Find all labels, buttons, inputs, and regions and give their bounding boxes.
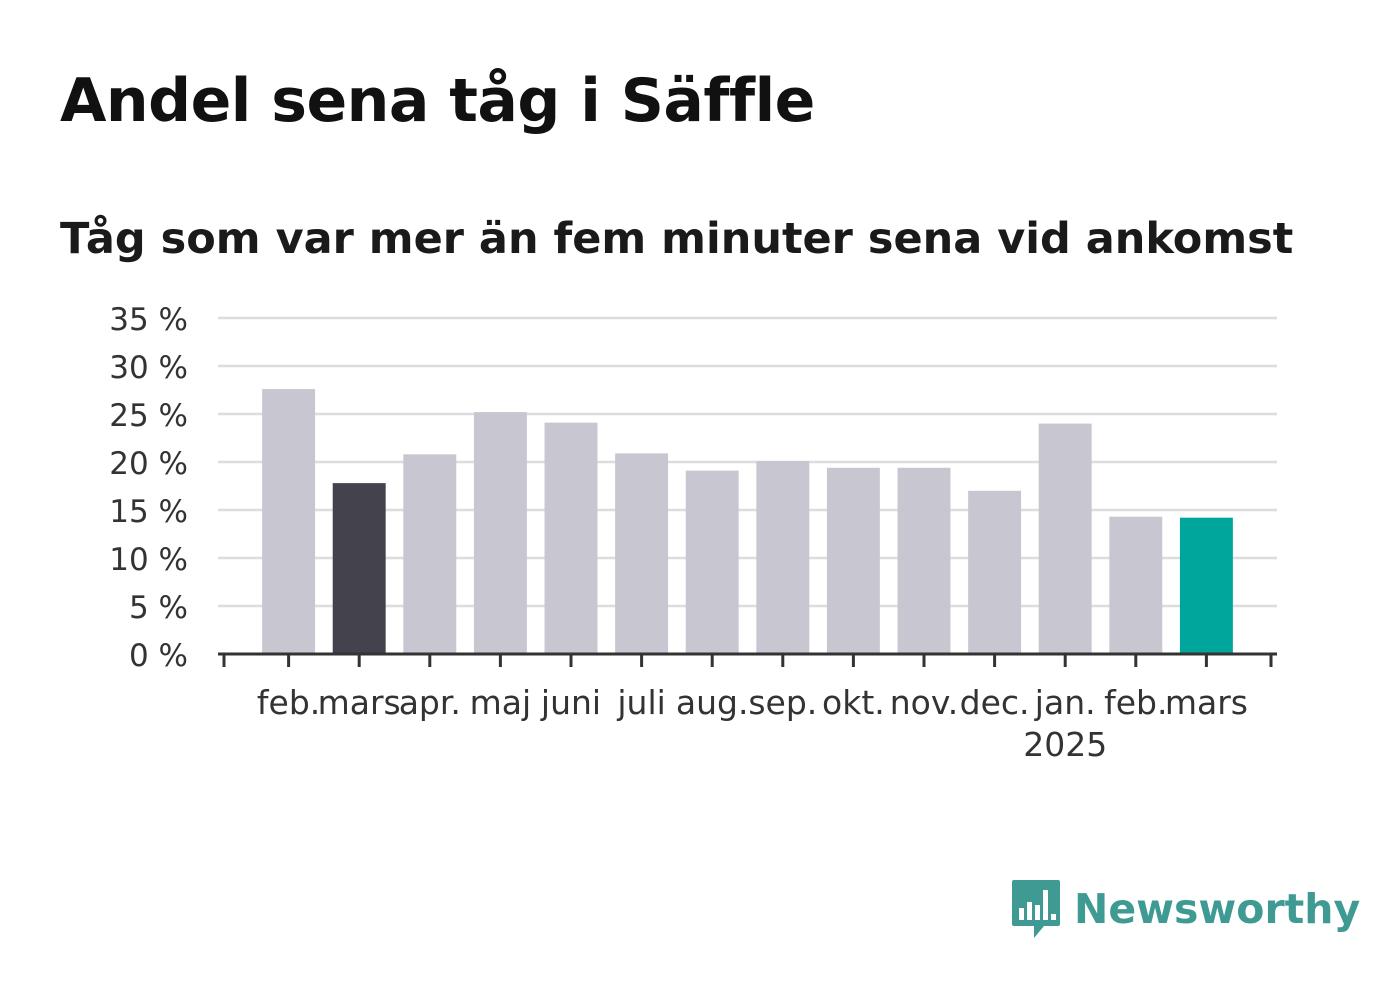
newsworthy-logo: Newsworthy xyxy=(1010,878,1360,940)
y-tick-label: 20 % xyxy=(109,446,188,482)
bar-0 xyxy=(262,389,316,654)
bar-3 xyxy=(473,412,527,654)
x-tick-label: juni xyxy=(540,683,601,722)
y-tick-label: 30 % xyxy=(109,350,188,386)
bar-12 xyxy=(1109,516,1163,654)
y-tick-label: 25 % xyxy=(109,398,188,434)
x-tick-label: maj xyxy=(470,683,532,722)
x-axis xyxy=(218,652,1277,667)
bar-7 xyxy=(756,461,810,654)
chart-title: Andel sena tåg i Säffle xyxy=(60,66,815,136)
x-tick-label: mars xyxy=(1165,683,1248,722)
x-tick-label: nov. xyxy=(890,683,959,722)
bar-4 xyxy=(544,422,598,654)
grid-lines xyxy=(218,316,1277,608)
x-tick-label: feb. xyxy=(257,683,320,722)
x-tick-label: juli xyxy=(616,683,665,722)
brand-name: Newsworthy xyxy=(1074,885,1361,933)
y-tick-label: 0 % xyxy=(129,638,188,674)
bar-9 xyxy=(897,467,951,654)
bar-chart-speech-bubble-icon xyxy=(1012,880,1060,938)
x-tick-label: dec. xyxy=(960,683,1030,722)
bar-1 xyxy=(332,483,386,654)
y-tick-label: 35 % xyxy=(109,302,188,338)
bar-11 xyxy=(1038,423,1092,654)
bar-2 xyxy=(403,454,457,654)
y-tick-label: 10 % xyxy=(109,542,188,578)
bar-6 xyxy=(685,470,739,654)
y-axis-tick-labels: 0 % 5 % 10 % 15 % 20 % 25 % 30 % 35 % xyxy=(109,302,188,674)
bar-5 xyxy=(615,453,669,654)
x-tick-label: mars xyxy=(318,683,401,722)
bar-10 xyxy=(968,490,1022,654)
bars xyxy=(262,389,1233,654)
x-year-label: 2025 xyxy=(1023,725,1107,764)
bar-13 xyxy=(1179,517,1233,654)
x-tick-label: aug. xyxy=(676,683,749,722)
chart-subtitle: Tåg som var mer än fem minuter sena vid … xyxy=(60,214,1294,264)
y-tick-label: 5 % xyxy=(129,590,188,626)
x-tick-label: feb. xyxy=(1104,683,1167,722)
y-tick-label: 15 % xyxy=(109,494,188,530)
bar-8 xyxy=(826,467,880,654)
x-tick-label: sep. xyxy=(748,683,817,722)
x-tick-label: apr. xyxy=(399,683,461,722)
x-tick-label: okt. xyxy=(822,683,885,722)
x-tick-label: jan. xyxy=(1034,683,1096,722)
